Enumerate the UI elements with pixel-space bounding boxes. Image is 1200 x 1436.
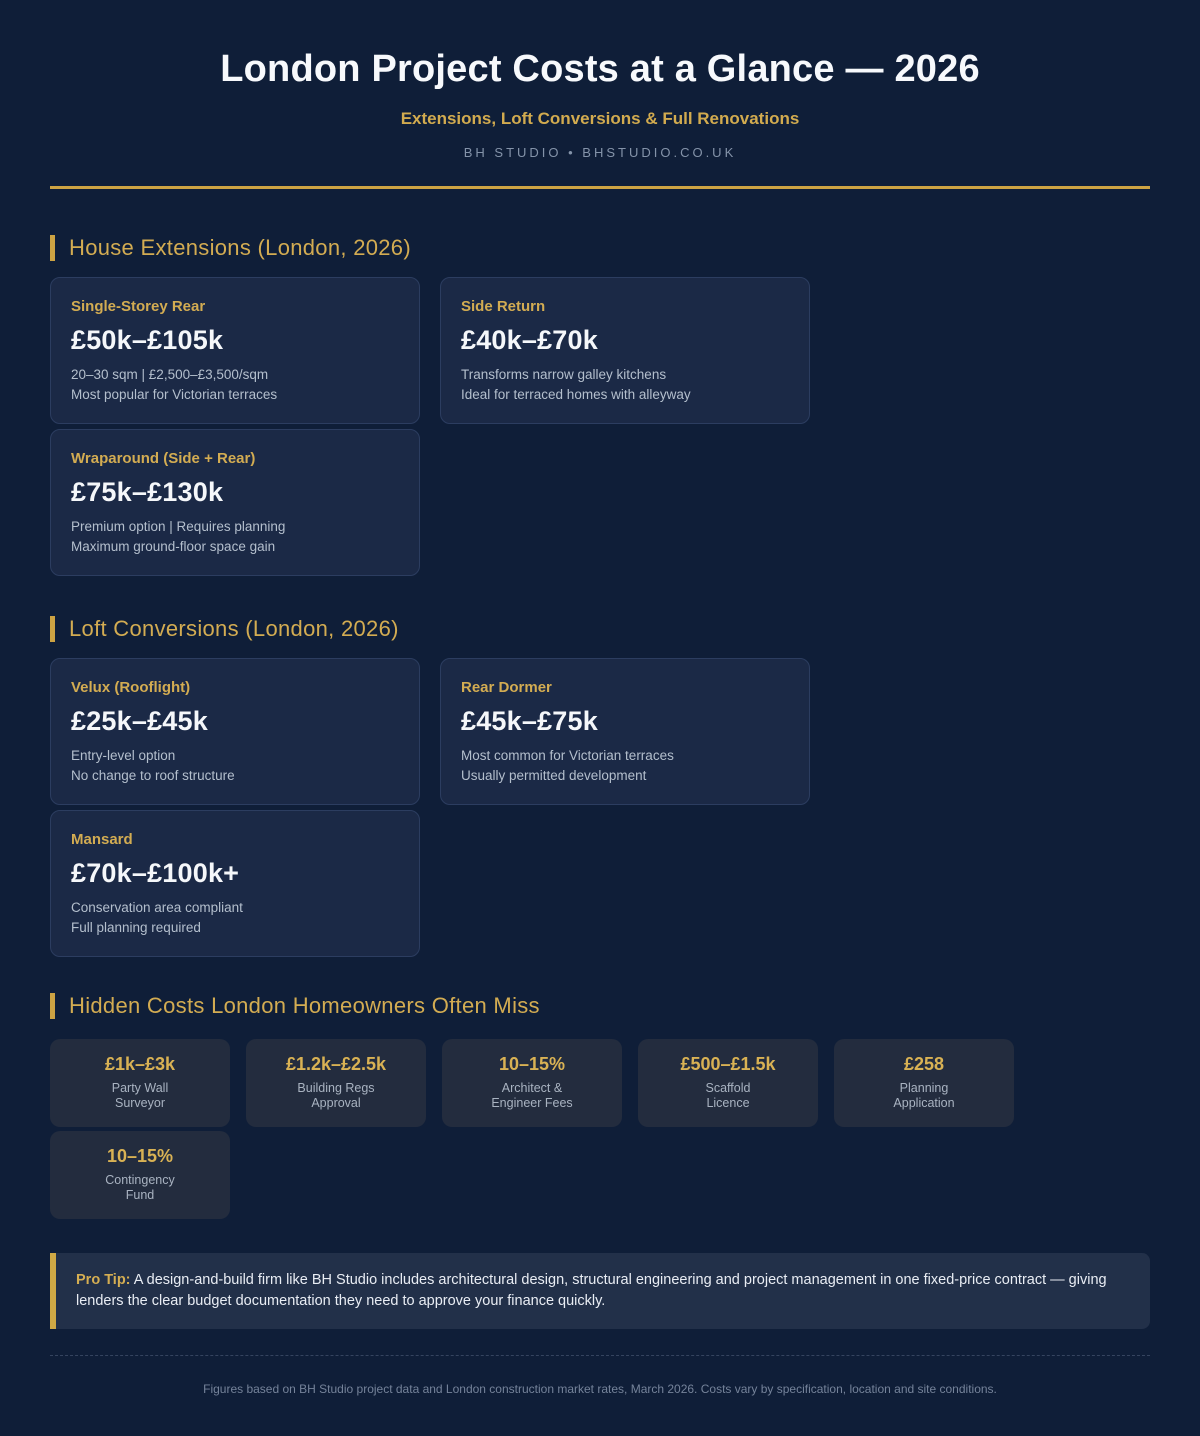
mini-card-planning-application: £258 Planning Application xyxy=(834,1039,1014,1127)
section-title: Loft Conversions (London, 2026) xyxy=(69,616,399,641)
section-header: Hidden Costs London Homeowners Often Mis… xyxy=(50,993,1150,1019)
mini-card-value: £500–£1.5k xyxy=(680,1054,776,1074)
mini-card-contingency-fund: 10–15% Contingency Fund xyxy=(50,1131,230,1219)
card-title: Rear Dormer xyxy=(461,679,552,696)
card-title: Wraparound (Side + Rear) xyxy=(71,450,256,467)
mini-card-label-line: Approval xyxy=(311,1096,361,1110)
pro-tip-callout: Pro Tip: A design-and-build firm like BH… xyxy=(50,1253,1150,1329)
card-detail-line: 20–30 sqm | £2,500–£3,500/sqm xyxy=(71,367,269,382)
mini-card-scaffold-licence: £500–£1.5k Scaffold Licence xyxy=(638,1039,818,1127)
section-title: House Extensions (London, 2026) xyxy=(69,235,411,260)
mini-card-party-wall-surveyor: £1k–£3k Party Wall Surveyor xyxy=(50,1039,230,1127)
section-title: Hidden Costs London Homeowners Often Mis… xyxy=(69,993,540,1018)
mini-card-label-line: Application xyxy=(893,1096,955,1110)
card-mansard: Mansard £70k–£100k+ Conservation area co… xyxy=(50,810,420,957)
section-header: House Extensions (London, 2026) xyxy=(50,235,1150,261)
card-detail-line: No change to roof structure xyxy=(71,768,235,783)
mini-card-label-line: Scaffold xyxy=(705,1081,751,1095)
section-accent-bar xyxy=(50,616,55,642)
section-house-extensions: House Extensions (London, 2026) Single-S… xyxy=(50,235,1150,576)
mini-card-value: £1.2k–£2.5k xyxy=(285,1054,387,1074)
footer-divider xyxy=(50,1355,1150,1356)
mini-card-value: 10–15% xyxy=(106,1146,174,1166)
mini-card-label-line: Fund xyxy=(125,1188,155,1202)
card-detail-line: Maximum ground-floor space gain xyxy=(71,539,276,554)
mini-card-value: £1k–£3k xyxy=(104,1054,176,1074)
card-detail-line: Full planning required xyxy=(71,920,201,935)
card-detail-line: Usually permitted development xyxy=(461,768,647,783)
pro-tip-label: Pro Tip: xyxy=(76,1272,131,1288)
section-accent-bar xyxy=(50,993,55,1019)
card-detail-line: Most common for Victorian terraces xyxy=(461,748,674,763)
card-side-return: Side Return £40k–£70k Transforms narrow … xyxy=(440,277,810,424)
card-detail-line: Premium option | Requires planning xyxy=(71,519,286,534)
pro-tip-text: A design-and-build firm like BH Studio i… xyxy=(76,1272,1107,1309)
card-detail-line: Ideal for terraced homes with alleyway xyxy=(461,387,691,402)
mini-card-value: £258 xyxy=(903,1054,945,1074)
mini-card-label: Contingency Fund xyxy=(50,1173,230,1203)
mini-card-label-line: Planning xyxy=(899,1081,949,1095)
mini-card-label-line: Party Wall xyxy=(111,1081,169,1095)
card-detail-line: Most popular for Victorian terraces xyxy=(71,387,278,402)
mini-card-label: Planning Application xyxy=(834,1081,1014,1111)
section-hidden-costs: Hidden Costs London Homeowners Often Mis… xyxy=(50,993,1150,1219)
mini-card-label: Architect & Engineer Fees xyxy=(442,1081,622,1111)
footer-disclaimer: Figures based on BH Studio project data … xyxy=(203,1382,997,1396)
card-title: Mansard xyxy=(71,831,133,848)
card-title: Single-Storey Rear xyxy=(71,298,206,315)
hidden-cost-cards: £1k–£3k Party Wall Surveyor £1.2k–£2.5k … xyxy=(50,1039,1150,1219)
card-detail-line: Entry-level option xyxy=(71,748,176,763)
mini-card-value: 10–15% xyxy=(498,1054,566,1074)
mini-card-building-regs: £1.2k–£2.5k Building Regs Approval xyxy=(246,1039,426,1127)
card-price: £70k–£100k+ xyxy=(71,858,240,888)
mini-card-label-line: Surveyor xyxy=(114,1096,166,1110)
card-detail-line: Conservation area compliant xyxy=(71,900,243,915)
card-detail-line: Transforms narrow galley kitchens xyxy=(461,367,667,382)
mini-card-label: Building Regs Approval xyxy=(246,1081,426,1111)
mini-card-label-line: Architect & xyxy=(501,1081,563,1095)
brand-byline: BH STUDIO • BHSTUDIO.CO.UK xyxy=(463,145,737,160)
card-price: £40k–£70k xyxy=(461,325,598,355)
card-price: £25k–£45k xyxy=(71,706,208,736)
mini-card-label-line: Engineer Fees xyxy=(491,1096,573,1110)
section-accent-bar xyxy=(50,235,55,261)
card-rear-dormer: Rear Dormer £45k–£75k Most common for Vi… xyxy=(440,658,810,805)
mini-card-label: Scaffold Licence xyxy=(638,1081,818,1111)
section-loft-conversions: Loft Conversions (London, 2026) Velux (R… xyxy=(50,616,1150,957)
card-single-storey-rear: Single-Storey Rear £50k–£105k 20–30 sqm … xyxy=(50,277,420,424)
mini-card-label-line: Contingency xyxy=(105,1173,175,1187)
card-price: £75k–£130k xyxy=(71,477,224,507)
mini-card-label-line: Licence xyxy=(706,1096,750,1110)
card-wraparound: Wraparound (Side + Rear) £75k–£130k Prem… xyxy=(50,429,420,576)
card-price: £45k–£75k xyxy=(461,706,598,736)
header: London Project Costs at a Glance — 2026 … xyxy=(50,48,1150,189)
card-price: £50k–£105k xyxy=(71,325,224,355)
mini-card-label: Party Wall Surveyor xyxy=(50,1081,230,1111)
card-velux: Velux (Rooflight) £25k–£45k Entry-level … xyxy=(50,658,420,805)
card-title: Side Return xyxy=(461,298,546,315)
header-divider xyxy=(50,186,1150,189)
section-header: Loft Conversions (London, 2026) xyxy=(50,616,1150,642)
card-title: Velux (Rooflight) xyxy=(71,679,191,696)
mini-card-architect-engineer-fees: 10–15% Architect & Engineer Fees xyxy=(442,1039,622,1127)
extension-cards: Single-Storey Rear £50k–£105k 20–30 sqm … xyxy=(50,277,1150,576)
loft-cards: Velux (Rooflight) £25k–£45k Entry-level … xyxy=(50,658,1150,957)
mini-card-label-line: Building Regs xyxy=(297,1081,375,1095)
page-subtitle: Extensions, Loft Conversions & Full Reno… xyxy=(400,109,800,128)
page-title: London Project Costs at a Glance — 2026 xyxy=(220,48,980,90)
